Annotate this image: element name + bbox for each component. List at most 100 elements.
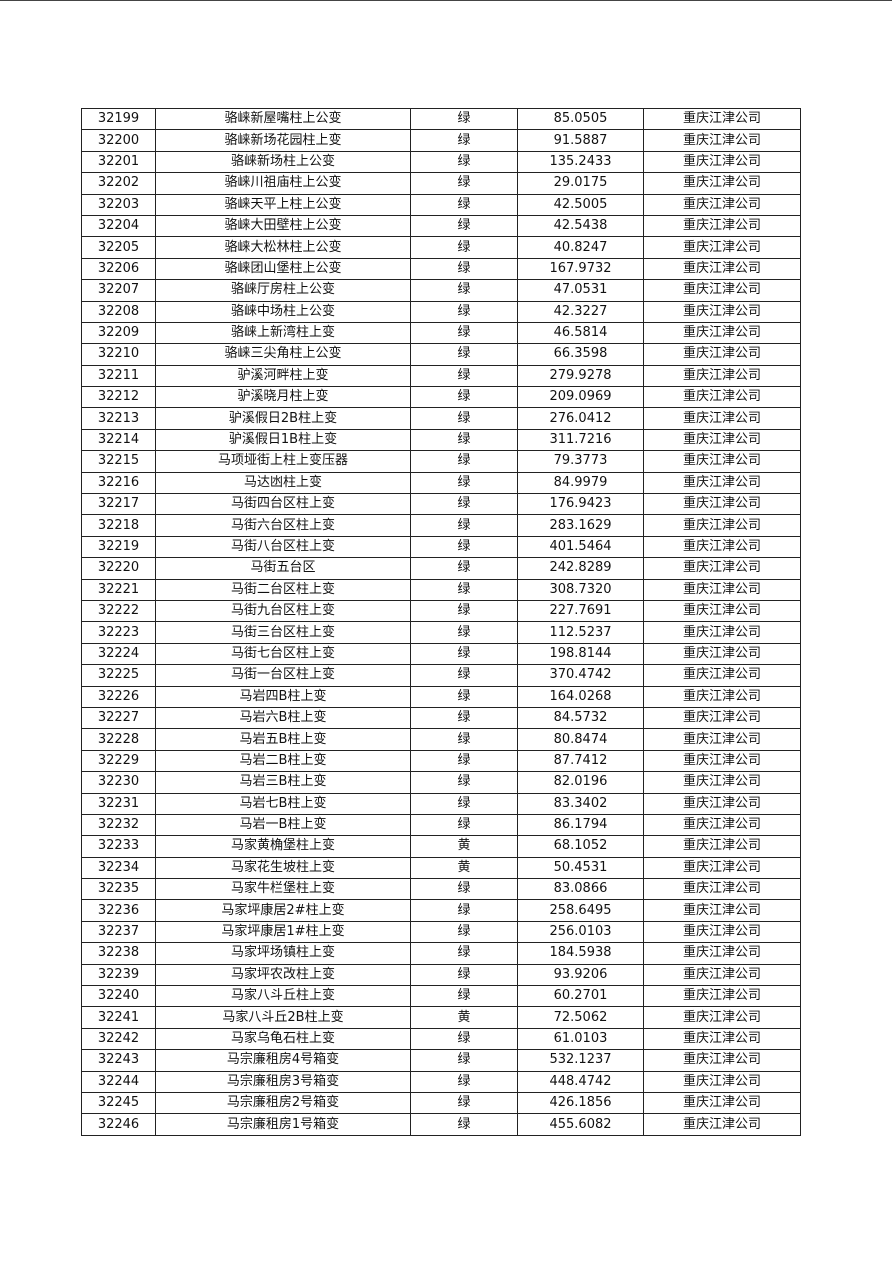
status-color-cell: 绿 bbox=[410, 578, 518, 601]
table-body: 32199 骆崃新屋嘴柱上公变绿 85.0505 重庆江津公司 32200 骆崃新场花园柱… bbox=[81, 107, 801, 1136]
company-cell: 重庆江津公司 bbox=[643, 920, 801, 944]
station-name-cell: 骆崃中场柱上公变 bbox=[155, 300, 411, 323]
row-id-cell: 32236 bbox=[81, 899, 156, 922]
station-name-cell: 驴溪假日2B柱上变 bbox=[155, 407, 411, 430]
status-color-cell: 绿 bbox=[410, 1027, 518, 1051]
status-color-cell: 绿 bbox=[410, 749, 518, 773]
station-name-cell: 骆崃大松林柱上公变 bbox=[155, 236, 411, 259]
station-name-cell: 马家花生坡柱上变 bbox=[155, 856, 411, 880]
status-color-cell: 黄 bbox=[410, 856, 518, 880]
row-id-cell: 32206 bbox=[81, 257, 156, 281]
station-name-cell: 马街三台区柱上变 bbox=[155, 621, 411, 644]
table-row: 32209 骆崃上新湾柱上变绿 46.5814 重庆江津公司 bbox=[81, 321, 801, 345]
table-row: 32212 驴溪晓月柱上变绿 209.0969 重庆江津公司 bbox=[81, 386, 801, 409]
company-cell: 重庆江津公司 bbox=[643, 557, 801, 580]
row-id-cell: 32217 bbox=[81, 493, 156, 516]
station-name-cell: 马岩二B柱上变 bbox=[155, 749, 411, 773]
row-id-cell: 32238 bbox=[81, 942, 156, 965]
company-cell: 重庆江津公司 bbox=[643, 343, 801, 366]
table-row: 32234 马家花生坡柱上变黄 50.4531 重庆江津公司 bbox=[81, 856, 801, 880]
status-color-cell: 绿 bbox=[410, 107, 518, 131]
company-cell: 重庆江津公司 bbox=[643, 856, 801, 880]
value-cell: 60.2701 bbox=[517, 985, 644, 1008]
station-name-cell: 马岩五B柱上变 bbox=[155, 728, 411, 751]
value-cell: 47.0531 bbox=[517, 279, 644, 302]
value-cell: 164.0268 bbox=[517, 685, 644, 708]
company-cell: 重庆江津公司 bbox=[643, 471, 801, 495]
company-cell: 重庆江津公司 bbox=[643, 813, 801, 837]
row-id-cell: 32241 bbox=[81, 1006, 156, 1029]
value-cell: 87.7412 bbox=[517, 749, 644, 773]
value-cell: 93.9206 bbox=[517, 963, 644, 987]
company-cell: 重庆江津公司 bbox=[643, 214, 801, 238]
station-name-cell: 马家坪场镇柱上变 bbox=[155, 942, 411, 965]
row-id-cell: 32218 bbox=[81, 514, 156, 537]
company-cell: 重庆江津公司 bbox=[643, 279, 801, 302]
value-cell: 176.9423 bbox=[517, 493, 644, 516]
row-id-cell: 32228 bbox=[81, 728, 156, 751]
status-color-cell: 绿 bbox=[410, 642, 518, 666]
station-name-cell: 骆崃新场花园柱上变 bbox=[155, 129, 411, 152]
row-id-cell: 32211 bbox=[81, 364, 156, 388]
table-row: 32213 驴溪假日2B柱上变绿 276.0412 重庆江津公司 bbox=[81, 407, 801, 430]
station-name-cell: 马家坪康居1#柱上变 bbox=[155, 920, 411, 944]
status-color-cell: 绿 bbox=[410, 300, 518, 323]
station-name-cell: 马街六台区柱上变 bbox=[155, 514, 411, 537]
row-id-cell: 32204 bbox=[81, 214, 156, 238]
table-row: 32203 骆崃天平上柱上公变绿 42.5005 重庆江津公司 bbox=[81, 193, 801, 216]
station-name-cell: 骆崃新屋嘴柱上公变 bbox=[155, 107, 411, 131]
station-name-cell: 马岩七B柱上变 bbox=[155, 792, 411, 815]
company-cell: 重庆江津公司 bbox=[643, 1070, 801, 1093]
company-cell: 重庆江津公司 bbox=[643, 300, 801, 323]
company-cell: 重庆江津公司 bbox=[643, 728, 801, 751]
company-cell: 重庆江津公司 bbox=[643, 428, 801, 452]
company-cell: 重庆江津公司 bbox=[643, 792, 801, 815]
station-name-cell: 马街九台区柱上变 bbox=[155, 599, 411, 623]
station-name-cell: 马宗廉租房1号箱变 bbox=[155, 1113, 411, 1136]
status-color-cell: 绿 bbox=[410, 321, 518, 345]
table-row: 32210 骆崃三尖角柱上公变绿 66.3598 重庆江津公司 bbox=[81, 343, 801, 366]
company-cell: 重庆江津公司 bbox=[643, 150, 801, 174]
table-row: 32214 驴溪假日1B柱上变绿 311.7216 重庆江津公司 bbox=[81, 428, 801, 452]
table-row: 32200 骆崃新场花园柱上变绿 91.5887 重庆江津公司 bbox=[81, 129, 801, 152]
value-cell: 135.2433 bbox=[517, 150, 644, 174]
table-row: 32233 马家黄桷堡柱上变黄 68.1052 重庆江津公司 bbox=[81, 835, 801, 858]
status-color-cell: 绿 bbox=[410, 664, 518, 687]
status-color-cell: 绿 bbox=[410, 193, 518, 216]
table-row: 32208 骆崃中场柱上公变绿 42.3227 重庆江津公司 bbox=[81, 300, 801, 323]
value-cell: 68.1052 bbox=[517, 835, 644, 858]
station-name-cell: 马宗廉租房3号箱变 bbox=[155, 1070, 411, 1093]
company-cell: 重庆江津公司 bbox=[643, 1091, 801, 1115]
station-name-cell: 驴溪假日1B柱上变 bbox=[155, 428, 411, 452]
table-row: 32223 马街三台区柱上变绿 112.5237 重庆江津公司 bbox=[81, 621, 801, 644]
status-color-cell: 绿 bbox=[410, 493, 518, 516]
status-color-cell: 绿 bbox=[410, 1070, 518, 1093]
value-cell: 85.0505 bbox=[517, 107, 644, 131]
station-name-cell: 马家八斗丘柱上变 bbox=[155, 985, 411, 1008]
value-cell: 61.0103 bbox=[517, 1027, 644, 1051]
station-name-cell: 骆崃天平上柱上公变 bbox=[155, 193, 411, 216]
table-row: 32229 马岩二B柱上变绿 87.7412 重庆江津公司 bbox=[81, 749, 801, 773]
station-name-cell: 驴溪河畔柱上变 bbox=[155, 364, 411, 388]
row-id-cell: 32237 bbox=[81, 920, 156, 944]
station-name-cell: 骆崃上新湾柱上变 bbox=[155, 321, 411, 345]
company-cell: 重庆江津公司 bbox=[643, 407, 801, 430]
table-row: 32222 马街九台区柱上变绿 227.7691 重庆江津公司 bbox=[81, 599, 801, 623]
station-name-cell: 马项垭街上柱上变压器 bbox=[155, 450, 411, 473]
row-id-cell: 32202 bbox=[81, 172, 156, 195]
value-cell: 112.5237 bbox=[517, 621, 644, 644]
row-id-cell: 32212 bbox=[81, 386, 156, 409]
station-name-cell: 马街一台区柱上变 bbox=[155, 664, 411, 687]
status-color-cell: 绿 bbox=[410, 557, 518, 580]
status-color-cell: 绿 bbox=[410, 279, 518, 302]
status-color-cell: 绿 bbox=[410, 985, 518, 1008]
status-color-cell: 绿 bbox=[410, 728, 518, 751]
row-id-cell: 32240 bbox=[81, 985, 156, 1008]
station-name-cell: 马家牛栏堡柱上变 bbox=[155, 878, 411, 901]
company-cell: 重庆江津公司 bbox=[643, 685, 801, 708]
row-id-cell: 32226 bbox=[81, 685, 156, 708]
company-cell: 重庆江津公司 bbox=[643, 172, 801, 195]
status-color-cell: 黄 bbox=[410, 835, 518, 858]
value-cell: 83.0866 bbox=[517, 878, 644, 901]
station-name-cell: 马岩三B柱上变 bbox=[155, 771, 411, 794]
